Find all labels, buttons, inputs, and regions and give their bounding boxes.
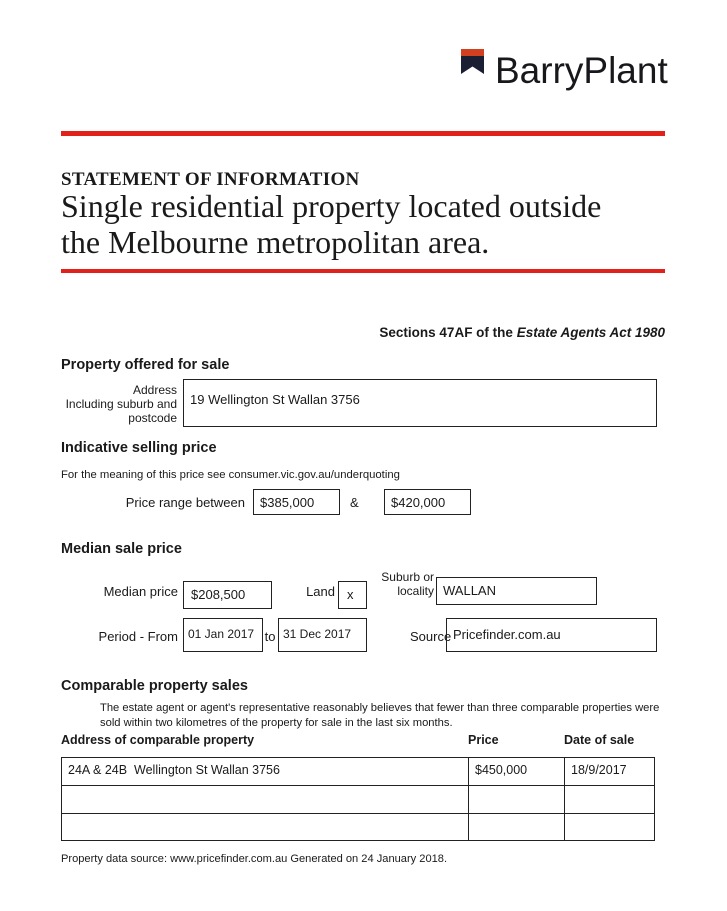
svg-text:BarryPlant: BarryPlant xyxy=(495,50,668,91)
